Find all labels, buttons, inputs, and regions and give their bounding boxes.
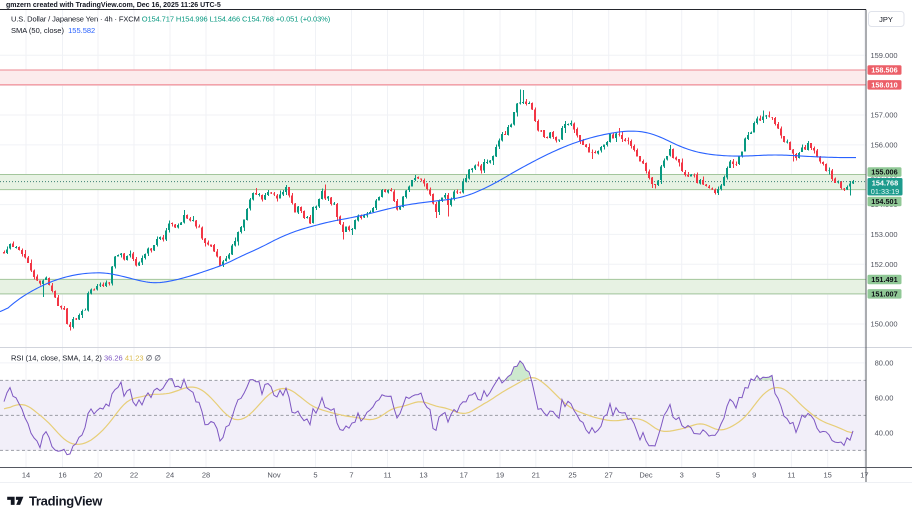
svg-text:22: 22 — [130, 471, 138, 480]
svg-text:151.491: 151.491 — [871, 275, 897, 284]
svg-text:SMA (50, close) 155.582: SMA (50, close) 155.582 — [11, 26, 95, 35]
svg-text:151.007: 151.007 — [871, 290, 897, 299]
svg-text:155.006: 155.006 — [871, 168, 897, 177]
svg-text:7: 7 — [349, 471, 353, 480]
svg-text:152.000: 152.000 — [870, 260, 897, 269]
svg-text:TradingView: TradingView — [29, 494, 103, 509]
svg-text:13: 13 — [419, 471, 427, 480]
svg-text:158.010: 158.010 — [871, 81, 897, 90]
svg-text:20: 20 — [94, 471, 102, 480]
svg-text:25: 25 — [568, 471, 576, 480]
svg-text:159.000: 159.000 — [870, 51, 897, 60]
svg-text:11: 11 — [788, 471, 796, 480]
svg-text:157.000: 157.000 — [870, 111, 897, 120]
svg-text:80.00: 80.00 — [875, 359, 894, 368]
svg-text:17: 17 — [860, 471, 868, 480]
svg-text:gmzern created with TradingVie: gmzern created with TradingView.com, Dec… — [6, 2, 221, 9]
svg-text:28: 28 — [202, 471, 210, 480]
svg-text:156.000: 156.000 — [870, 141, 897, 150]
svg-text:17: 17 — [460, 471, 468, 480]
svg-text:19: 19 — [496, 471, 504, 480]
svg-text:154.768: 154.768 — [872, 179, 898, 188]
svg-text:5: 5 — [313, 471, 317, 480]
svg-text:24: 24 — [166, 471, 174, 480]
svg-text:27: 27 — [605, 471, 613, 480]
svg-text:158.506: 158.506 — [871, 66, 897, 75]
svg-text:5: 5 — [716, 471, 720, 480]
svg-text:9: 9 — [752, 471, 756, 480]
svg-text:21: 21 — [532, 471, 540, 480]
svg-text:Dec: Dec — [639, 471, 653, 480]
svg-text:Nov: Nov — [267, 471, 281, 480]
svg-text:15: 15 — [824, 471, 832, 480]
svg-text:RSI (14, close, SMA, 14, 2) 36: RSI (14, close, SMA, 14, 2) 36.26 41.23 … — [11, 354, 161, 363]
svg-text:01:33:19: 01:33:19 — [871, 187, 899, 196]
svg-text:U.S. Dollar / Japanese Yen · 4: U.S. Dollar / Japanese Yen · 4h · FXCM O… — [11, 15, 331, 24]
svg-text:153.000: 153.000 — [870, 230, 897, 239]
svg-text:11: 11 — [384, 471, 392, 480]
svg-text:40.00: 40.00 — [875, 429, 894, 438]
svg-text:150.000: 150.000 — [870, 320, 897, 329]
svg-text:14: 14 — [22, 471, 30, 480]
svg-text:154.501: 154.501 — [871, 197, 897, 206]
svg-text:60.00: 60.00 — [875, 394, 894, 403]
svg-text:16: 16 — [58, 471, 66, 480]
svg-text:3: 3 — [680, 471, 684, 480]
svg-text:JPY: JPY — [879, 15, 893, 24]
